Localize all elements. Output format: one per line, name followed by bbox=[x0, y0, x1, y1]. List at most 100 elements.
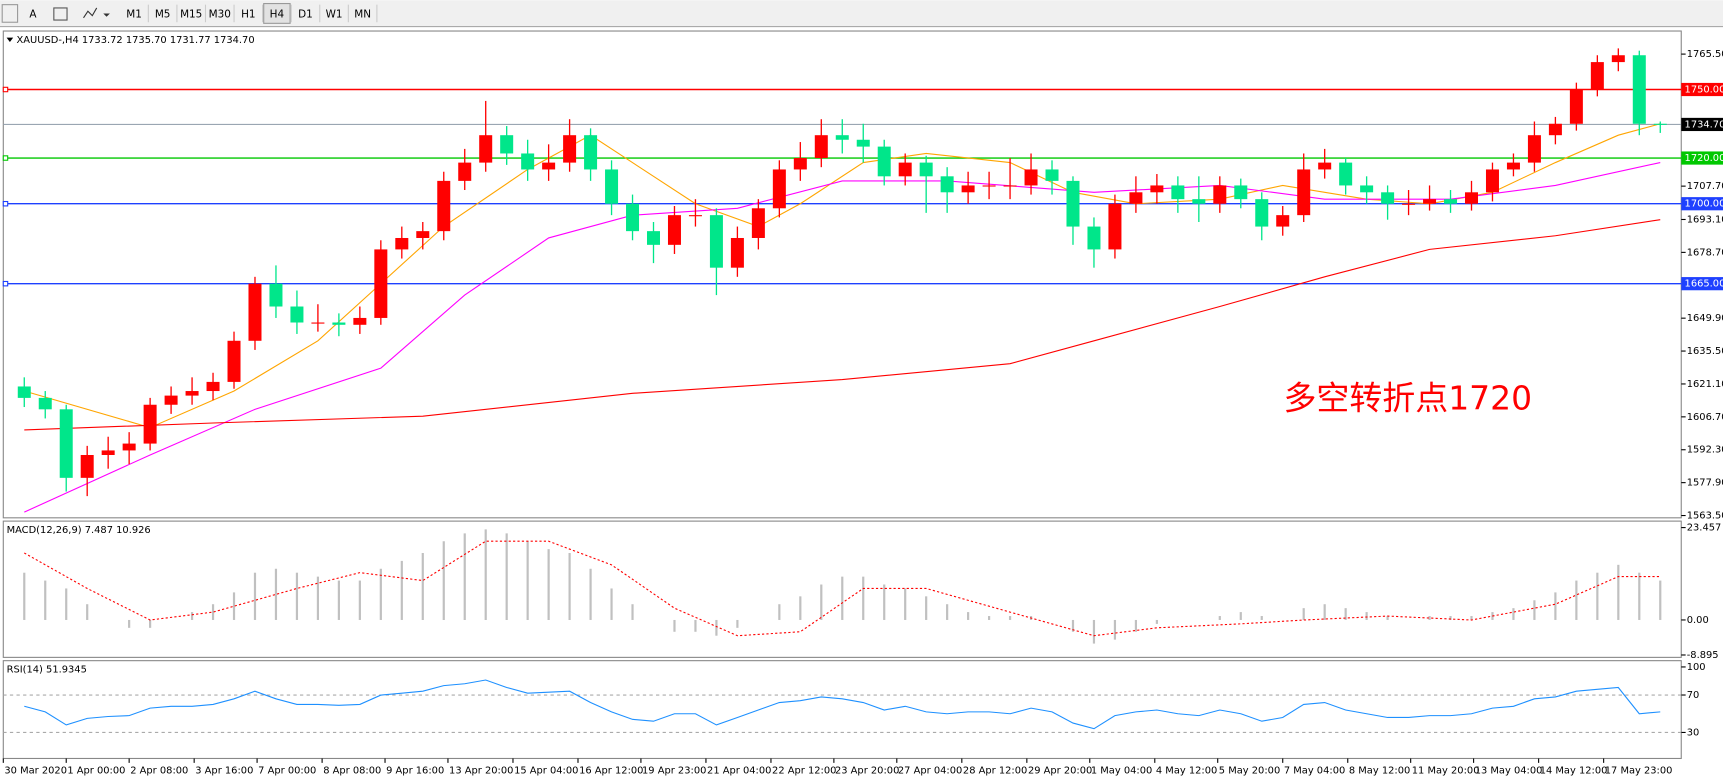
y-tick-label: 1592.30 bbox=[1687, 445, 1723, 456]
x-tick-label: 29 Apr 20:00 bbox=[1028, 766, 1092, 777]
level-label: 1720.00 bbox=[1685, 153, 1723, 164]
candle-body bbox=[856, 139, 870, 147]
candle-body bbox=[1171, 185, 1185, 200]
candle-body bbox=[395, 237, 409, 250]
candle-body bbox=[185, 391, 199, 396]
moving-average bbox=[24, 219, 1661, 431]
x-tick-label: 14 May 12:00 bbox=[1540, 766, 1608, 777]
y-tick-label: 23.457 bbox=[1687, 523, 1722, 534]
candle-body bbox=[1485, 169, 1499, 193]
x-tick-label: 7 Apr 00:00 bbox=[258, 766, 316, 777]
timeframe-button[interactable]: W1 bbox=[326, 9, 343, 21]
x-tick-label: 16 Apr 12:00 bbox=[579, 766, 643, 777]
shapes-tool[interactable] bbox=[83, 7, 98, 19]
level-label: 1750.00 bbox=[1685, 85, 1723, 96]
y-tick-label: 1621.10 bbox=[1687, 379, 1723, 390]
candle-body bbox=[1569, 89, 1583, 124]
main-panel bbox=[2, 30, 1682, 519]
y-tick-label: 1563.50 bbox=[1687, 511, 1723, 522]
candle-body bbox=[269, 283, 283, 307]
candle-body bbox=[1066, 180, 1080, 227]
candle-body bbox=[1506, 162, 1520, 170]
level-label: 1700.00 bbox=[1685, 199, 1723, 210]
candle-body bbox=[1045, 169, 1059, 181]
candle-body bbox=[605, 169, 619, 204]
timeframe-button[interactable]: M15 bbox=[180, 9, 202, 21]
candle-body bbox=[1087, 226, 1101, 250]
candle-body bbox=[1192, 199, 1206, 204]
candle-body bbox=[1297, 169, 1311, 216]
x-tick-label: 3 Apr 16:00 bbox=[195, 766, 253, 777]
rsi-line bbox=[24, 679, 1661, 730]
candle-body bbox=[80, 454, 94, 478]
timeframe-button[interactable]: H4 bbox=[270, 9, 285, 21]
candle-body bbox=[290, 306, 304, 323]
x-tick-label: 13 May 04:00 bbox=[1475, 766, 1543, 777]
candle-body bbox=[227, 340, 241, 382]
candle-body bbox=[458, 162, 472, 181]
candle-body bbox=[542, 162, 556, 170]
label-tool[interactable] bbox=[53, 7, 68, 21]
candle-body bbox=[982, 185, 996, 187]
macd-panel bbox=[2, 520, 1682, 658]
text-tool[interactable]: A bbox=[29, 9, 37, 21]
candle-body bbox=[919, 162, 933, 177]
timeframe-button[interactable]: D1 bbox=[298, 9, 313, 21]
candle-body bbox=[730, 237, 744, 268]
y-tick-label: 1649.90 bbox=[1687, 313, 1723, 324]
x-tick-label: 30 Mar 2020 bbox=[4, 766, 67, 777]
x-tick-label: 8 May 12:00 bbox=[1349, 766, 1410, 777]
x-tick-label: 2 Apr 08:00 bbox=[130, 766, 188, 777]
candle-body bbox=[898, 162, 912, 177]
candle-body bbox=[1444, 199, 1458, 204]
x-tick-label: 15 Apr 04:00 bbox=[514, 766, 578, 777]
candle-body bbox=[772, 169, 786, 209]
candle-body bbox=[353, 317, 367, 325]
candle-body bbox=[1360, 185, 1374, 193]
candle-body bbox=[1276, 215, 1290, 227]
level-anchor bbox=[2, 200, 9, 207]
candle-body bbox=[1381, 192, 1395, 204]
candle-body bbox=[1611, 55, 1625, 63]
x-tick-label: 4 May 12:00 bbox=[1156, 766, 1217, 777]
candle-body bbox=[793, 158, 807, 170]
tool-icon[interactable] bbox=[1, 4, 19, 23]
x-tick-label: 13 Apr 20:00 bbox=[449, 766, 513, 777]
timeframe-button[interactable]: M5 bbox=[155, 9, 171, 21]
timeframe-button[interactable]: M1 bbox=[126, 9, 142, 21]
candle-body bbox=[206, 381, 220, 392]
candle-body bbox=[1150, 185, 1164, 193]
candle-body bbox=[1213, 185, 1227, 204]
x-tick-label: 19 Apr 23:00 bbox=[642, 766, 706, 777]
candle-body bbox=[479, 135, 493, 163]
timeframe-button[interactable]: M30 bbox=[209, 9, 231, 21]
x-tick-label: 27 Apr 04:00 bbox=[898, 766, 962, 777]
candle-body bbox=[332, 322, 346, 325]
level-label-bg bbox=[1681, 151, 1723, 165]
dropdown bbox=[103, 13, 110, 17]
x-tick-label: 22 Apr 12:00 bbox=[772, 766, 836, 777]
candle-body bbox=[101, 450, 115, 455]
x-tick-label: 7 May 04:00 bbox=[1284, 766, 1345, 777]
candle-body bbox=[751, 208, 765, 238]
timeframe-button[interactable]: H1 bbox=[241, 9, 255, 21]
candle-body bbox=[1129, 192, 1143, 204]
candle-body bbox=[122, 443, 136, 451]
candle-body bbox=[961, 185, 975, 193]
collapse-icon bbox=[6, 37, 14, 43]
panel-title: MACD(12,26,9) 7.487 10.926 bbox=[7, 525, 151, 536]
candle-body bbox=[814, 135, 828, 159]
candle-body bbox=[709, 215, 723, 268]
candle-body bbox=[1653, 123, 1667, 125]
candle-body bbox=[1318, 162, 1332, 170]
timeframe-button[interactable]: MN bbox=[354, 9, 371, 21]
candle-body bbox=[521, 153, 535, 170]
x-tick-label: 28 Apr 12:00 bbox=[963, 766, 1027, 777]
candle-body bbox=[437, 180, 451, 232]
candle-body bbox=[646, 231, 661, 245]
toolbar-buttons: A bbox=[1, 4, 110, 23]
candle-body bbox=[940, 176, 954, 193]
candle-body bbox=[1234, 185, 1248, 200]
candle-body bbox=[1632, 55, 1646, 124]
